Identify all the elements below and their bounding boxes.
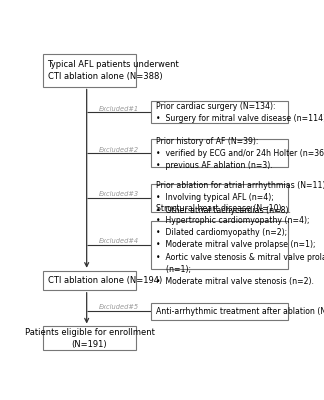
Text: Excluded#2: Excluded#2 (99, 147, 139, 153)
FancyBboxPatch shape (43, 326, 136, 350)
Text: Excluded#5: Excluded#5 (99, 304, 139, 310)
FancyBboxPatch shape (43, 271, 136, 290)
Text: CTI ablation alone (N=194): CTI ablation alone (N=194) (48, 276, 162, 285)
FancyBboxPatch shape (151, 101, 288, 124)
Text: Excluded#1: Excluded#1 (99, 106, 139, 112)
FancyBboxPatch shape (151, 140, 288, 167)
Text: Patients eligible for enrollment
(N=191): Patients eligible for enrollment (N=191) (25, 328, 155, 349)
Text: Excluded#3: Excluded#3 (99, 191, 139, 197)
FancyBboxPatch shape (151, 303, 288, 320)
Text: Excluded#4: Excluded#4 (99, 238, 139, 244)
FancyBboxPatch shape (151, 184, 288, 212)
Text: Anti-arrhythmic treatment after ablation (N=3): Anti-arrhythmic treatment after ablation… (156, 307, 324, 316)
Text: Prior cardiac surgery (N=134):
•  Surgery for mitral valve disease (n=114).: Prior cardiac surgery (N=134): • Surgery… (156, 102, 324, 123)
FancyBboxPatch shape (43, 54, 136, 86)
Text: Typical AFL patients underwent
CTI ablation alone (N=388): Typical AFL patients underwent CTI ablat… (48, 60, 179, 81)
FancyBboxPatch shape (151, 221, 288, 269)
Text: Prior history of AF (N=39):
•  verified by ECG and/or 24h Holter (n=36);
•  prev: Prior history of AF (N=39): • verified b… (156, 137, 324, 170)
Text: Prior ablation for atrial arrhythmias (N=11):
•  Involving typical AFL (n=4);
• : Prior ablation for atrial arrhythmias (N… (156, 181, 324, 215)
Text: Structural heart disease (N=10):
•  Hypertrophic cardiomyopathy (n=4);
•  Dilate: Structural heart disease (N=10): • Hyper… (156, 204, 324, 286)
